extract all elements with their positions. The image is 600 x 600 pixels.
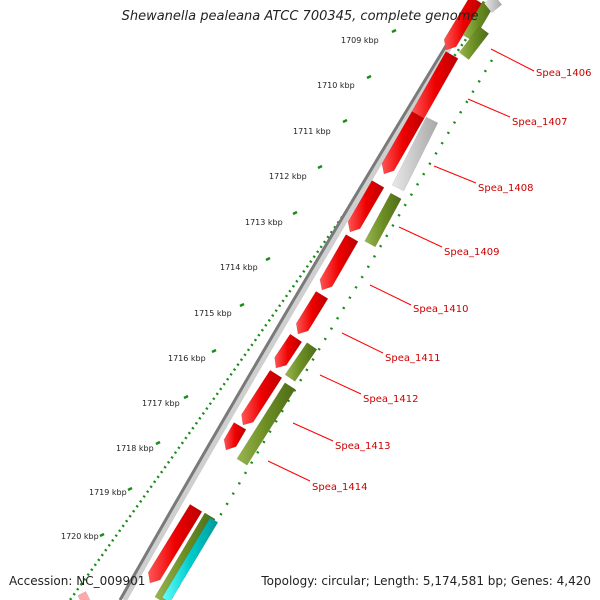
tick-mark <box>155 440 161 446</box>
forward-gene-arrow <box>274 333 303 369</box>
tick-mark <box>342 118 348 124</box>
gene-label-leader <box>490 48 535 72</box>
gene-label-leader <box>467 98 511 118</box>
gene-label[interactable]: Spea_1411 <box>385 353 440 364</box>
forward-gene-arrow <box>443 0 483 51</box>
tick-label: 1714 kbp <box>220 263 258 272</box>
forward-gene-arrow <box>77 591 91 600</box>
forward-gene-arrow <box>241 369 283 426</box>
gene-label[interactable]: Spea_1408 <box>478 183 533 194</box>
forward-gene-arrow <box>381 111 425 175</box>
reverse-gene-arrow <box>364 192 402 248</box>
gene-label-leader <box>267 460 311 482</box>
gene-label[interactable]: Spea_1409 <box>444 247 499 258</box>
reverse-gene-arrow <box>236 382 296 466</box>
tick-label: 1720 kbp <box>61 532 99 541</box>
gene-label[interactable]: Spea_1414 <box>312 482 367 493</box>
tick-label: 1716 kbp <box>168 354 206 363</box>
tick-mark <box>211 348 217 354</box>
tick-mark <box>292 210 298 216</box>
gene-label-leader <box>319 374 362 395</box>
map-title: Shewanella pealeana ATCC 700345, complet… <box>121 9 479 24</box>
gene-label-leader <box>433 165 477 184</box>
tick-mark <box>99 532 105 538</box>
tick-mark <box>183 394 189 400</box>
gene-label[interactable]: Spea_1407 <box>512 117 567 128</box>
tick-label: 1712 kbp <box>269 172 307 181</box>
tick-label: 1718 kbp <box>116 444 154 453</box>
tick-label: 1711 kbp <box>293 127 331 136</box>
forward-gene-arrow <box>223 422 247 451</box>
tick-label: 1710 kbp <box>317 81 355 90</box>
backbone <box>118 0 476 600</box>
rna-gene-arrow <box>161 517 219 600</box>
gene-label[interactable]: Spea_1406 <box>536 68 591 79</box>
unannotated-gene-arrow <box>391 116 439 192</box>
tick-mark <box>366 74 372 80</box>
backbone-shadow <box>121 0 481 600</box>
inner-dotted-line <box>168 59 494 600</box>
tick-mark <box>265 256 271 262</box>
gene-label[interactable]: Spea_1412 <box>363 394 418 405</box>
gene-label[interactable]: Spea_1413 <box>335 441 390 452</box>
gene-label-leader <box>341 332 384 354</box>
forward-gene-arrow <box>147 503 203 584</box>
gene-label-leader <box>369 284 412 306</box>
tick-mark <box>317 164 323 170</box>
tick-label: 1715 kbp <box>194 309 232 318</box>
tick-label: 1713 kbp <box>245 218 283 227</box>
forward-gene-arrow <box>295 290 329 335</box>
accession-text: Accession: NC_009901 <box>9 574 146 588</box>
tick-label: 1717 kbp <box>142 399 180 408</box>
genome-info-text: Topology: circular; Length: 5,174,581 bp… <box>261 574 591 588</box>
tick-label: 1709 kbp <box>341 36 379 45</box>
forward-gene-arrow <box>347 180 385 233</box>
tick-mark <box>239 302 245 308</box>
tick-label: 1719 kbp <box>89 488 127 497</box>
gene-label-leader <box>292 422 334 442</box>
tick-mark <box>127 486 133 492</box>
reverse-gene-arrow <box>458 25 490 61</box>
unannotated-gene-arrow <box>483 0 503 14</box>
gene-label[interactable]: Spea_1410 <box>413 304 468 315</box>
gene-label-leader <box>398 226 443 248</box>
tick-mark <box>391 28 397 34</box>
forward-gene-arrow <box>319 234 359 291</box>
reverse-gene-arrow <box>284 342 318 382</box>
